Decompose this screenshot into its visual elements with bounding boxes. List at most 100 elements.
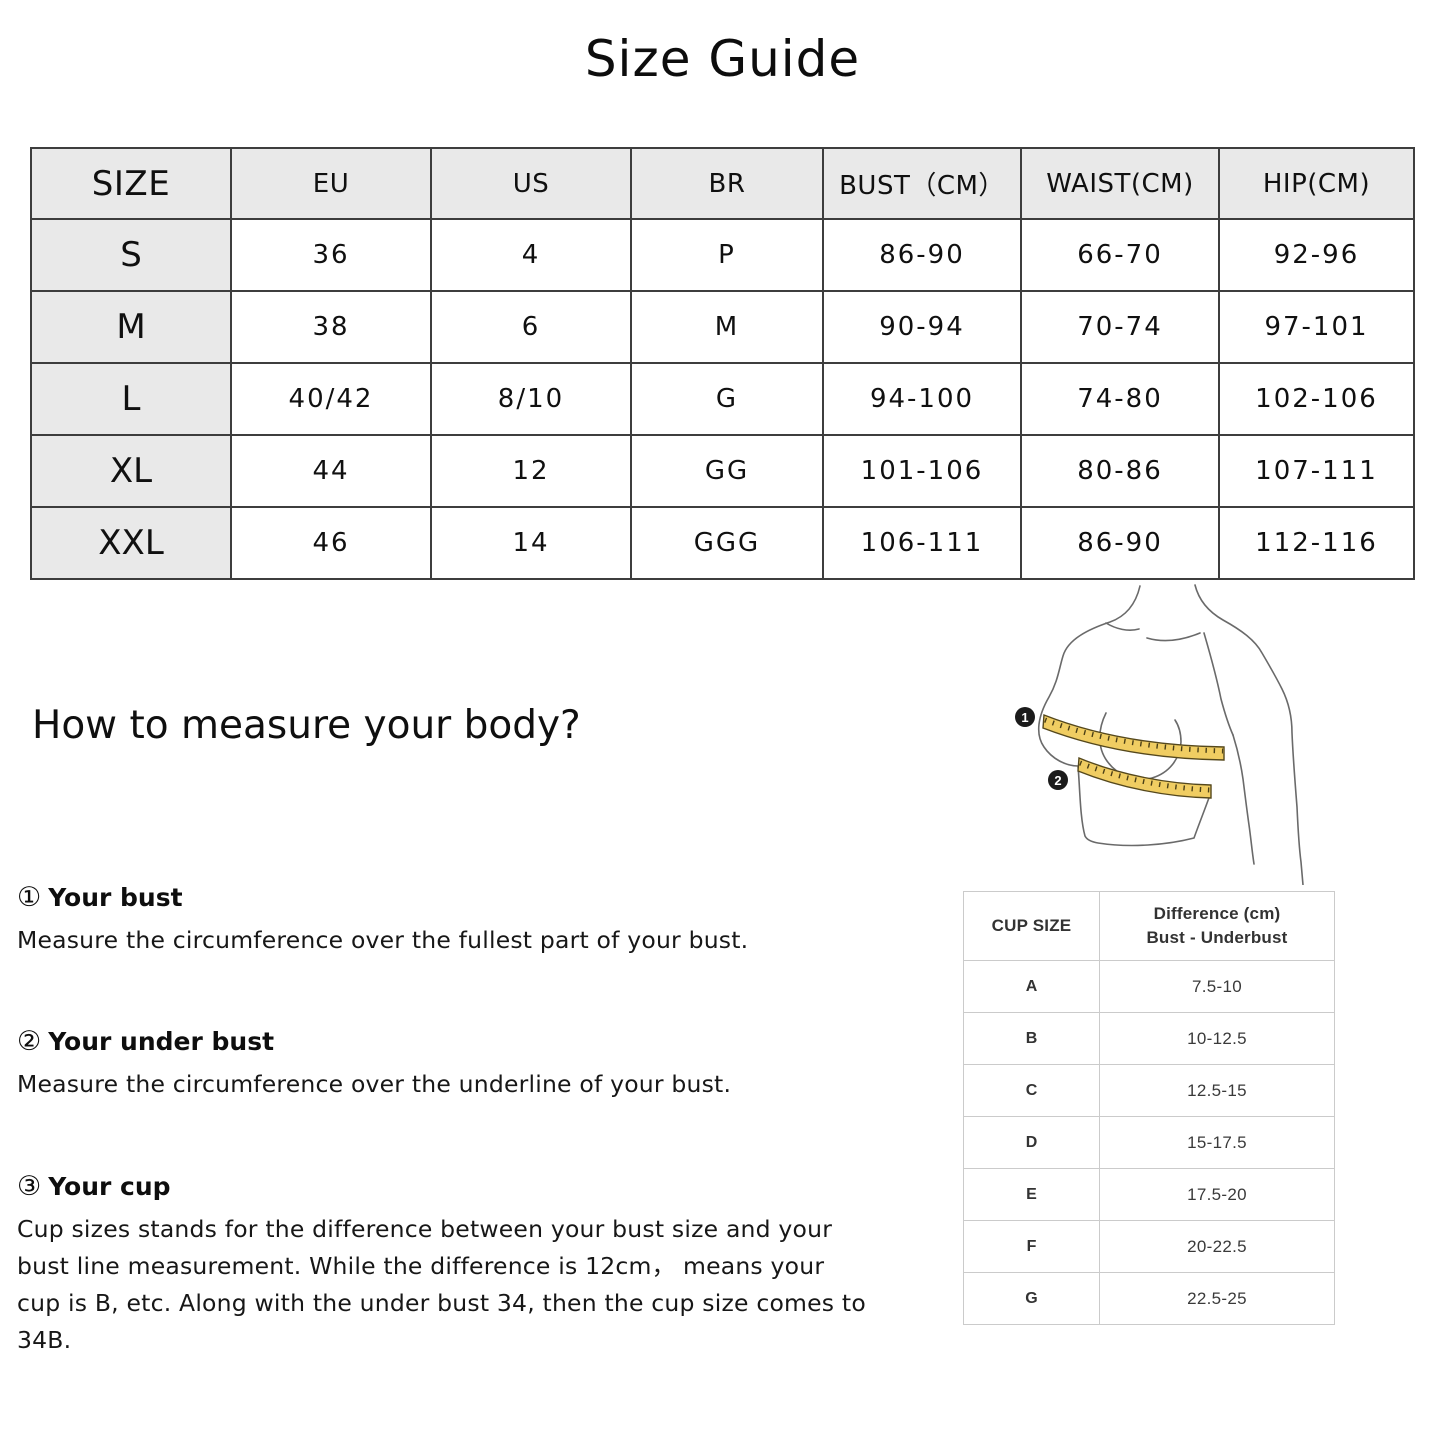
size-value-cell: 86-90 bbox=[1020, 506, 1220, 580]
step-title: Your under bust bbox=[48, 1027, 275, 1056]
cup-letter-cell: A bbox=[963, 960, 1100, 1013]
cup-table-row: C 12.5-15 bbox=[963, 1064, 1335, 1117]
step-title: Your bust bbox=[48, 883, 183, 912]
size-value-cell: GGG bbox=[630, 506, 824, 580]
cup-letter-cell: G bbox=[963, 1272, 1100, 1325]
size-value-cell: GG bbox=[630, 434, 824, 508]
collarbone-line-left bbox=[1105, 622, 1140, 631]
difference-col-header: Difference (cm) Bust - Underbust bbox=[1099, 891, 1335, 961]
size-value-cell: 14 bbox=[430, 506, 632, 580]
step-description: Measure the circumference over the under… bbox=[17, 1070, 732, 1098]
size-value-cell: 86-90 bbox=[822, 218, 1022, 292]
size-table-row: M 38 6 M 90-94 70-74 97-101 bbox=[30, 290, 1415, 364]
circled-2-icon: ② bbox=[17, 1026, 42, 1057]
step-title: Your cup bbox=[48, 1172, 171, 1201]
size-value-cell: 101-106 bbox=[822, 434, 1022, 508]
badge-2-number: 2 bbox=[1054, 773, 1061, 788]
badge-1-icon bbox=[1015, 707, 1035, 727]
size-value-cell: 8/10 bbox=[430, 362, 632, 436]
collarbone-line-right bbox=[1146, 632, 1201, 642]
waist-col-header: WAIST(CM) bbox=[1020, 147, 1220, 220]
size-value-cell: 70-74 bbox=[1020, 290, 1220, 364]
badge-2-icon bbox=[1048, 770, 1068, 790]
size-value-cell: 102-106 bbox=[1218, 362, 1415, 436]
size-value-cell: 46 bbox=[230, 506, 432, 580]
cup-table-row: B 10-12.5 bbox=[963, 1012, 1335, 1065]
measure-heading: How to measure your body? bbox=[32, 703, 581, 748]
size-value-cell: 12 bbox=[430, 434, 632, 508]
step-your-bust: ① Your bust Measure the circumference ove… bbox=[17, 883, 897, 959]
circled-1-icon: ① bbox=[17, 882, 42, 913]
size-table-row: XXL 46 14 GGG 106-111 86-90 112-116 bbox=[30, 506, 1415, 580]
cup-table-row: A 7.5-10 bbox=[963, 960, 1335, 1013]
size-value-cell: 107-111 bbox=[1218, 434, 1415, 508]
step-description: Cup sizes stands for the difference betw… bbox=[17, 1215, 866, 1354]
difference-value-cell: 17.5-20 bbox=[1099, 1168, 1335, 1221]
size-value-cell: 44 bbox=[230, 434, 432, 508]
size-value-cell: 106-111 bbox=[822, 506, 1022, 580]
cup-size-col-header: CUP SIZE bbox=[963, 891, 1100, 961]
cup-table-row: G 22.5-25 bbox=[963, 1272, 1335, 1325]
size-table-row: XL 44 12 GG 101-106 80-86 107-111 bbox=[30, 434, 1415, 508]
size-value-cell: 38 bbox=[230, 290, 432, 364]
size-label-cell: XL bbox=[30, 434, 232, 508]
size-value-cell: P bbox=[630, 218, 824, 292]
size-label-cell: L bbox=[30, 362, 232, 436]
step-description: Measure the circumference over the fulle… bbox=[17, 926, 749, 954]
cup-letter-cell: D bbox=[963, 1116, 1100, 1169]
step-head: ② Your under bust bbox=[17, 1027, 897, 1057]
inner-arm-line bbox=[1232, 734, 1255, 865]
difference-value-cell: 15-17.5 bbox=[1099, 1116, 1335, 1169]
size-value-cell: M bbox=[630, 290, 824, 364]
difference-value-cell: 7.5-10 bbox=[1099, 960, 1335, 1013]
size-value-cell: 97-101 bbox=[1218, 290, 1415, 364]
size-value-cell: G bbox=[630, 362, 824, 436]
page-title: Size Guide bbox=[584, 30, 861, 88]
size-value-cell: 80-86 bbox=[1020, 434, 1220, 508]
size-table-row: S 36 4 P 86-90 66-70 92-96 bbox=[30, 218, 1415, 292]
chest-side-line bbox=[1203, 632, 1234, 736]
measuring-tape-1 bbox=[1042, 714, 1225, 761]
cup-table-body: A 7.5-10 B 10-12.5 C 12.5-15 D 15-17.5 E 17.5-20 F… bbox=[963, 960, 1335, 1325]
difference-value-cell: 20-22.5 bbox=[1099, 1220, 1335, 1273]
size-value-cell: 112-116 bbox=[1218, 506, 1415, 580]
cup-letter-cell: E bbox=[963, 1168, 1100, 1221]
size-value-cell: 94-100 bbox=[822, 362, 1022, 436]
hip-col-header: HIP(CM) bbox=[1218, 147, 1415, 220]
size-table-row: L 40/42 8/10 G 94-100 74-80 102-106 bbox=[30, 362, 1415, 436]
underbust-curve bbox=[1098, 712, 1182, 781]
cup-table-row: E 17.5-20 bbox=[963, 1168, 1335, 1221]
cup-size-table: CUP SIZE Difference (cm) Bust - Underbus… bbox=[963, 891, 1335, 1325]
neck-shoulder-arm-line bbox=[1194, 584, 1304, 885]
bust-measurement-illustration: 1 2 bbox=[1000, 577, 1320, 885]
size-label-cell: M bbox=[30, 290, 232, 364]
size-value-cell: 90-94 bbox=[822, 290, 1022, 364]
difference-value-cell: 12.5-15 bbox=[1099, 1064, 1335, 1117]
size-table-header-row: SIZE EU US BR BUST（CM） WAIST(CM) HIP(CM) bbox=[30, 147, 1415, 220]
eu-col-header: EU bbox=[230, 147, 432, 220]
cup-letter-cell: F bbox=[963, 1220, 1100, 1273]
size-value-cell: 4 bbox=[430, 218, 632, 292]
step-your-under-bust: ② Your under bust Measure the circumferen… bbox=[17, 1027, 897, 1103]
size-label-cell: XXL bbox=[30, 506, 232, 580]
size-label-cell: S bbox=[30, 218, 232, 292]
size-table: SIZE EU US BR BUST（CM） WAIST(CM) HIP(CM)… bbox=[30, 147, 1415, 580]
badge-1-number: 1 bbox=[1021, 710, 1028, 725]
br-col-header: BR bbox=[630, 147, 824, 220]
circled-3-icon: ③ bbox=[17, 1171, 42, 1202]
measuring-tape-2 bbox=[1077, 756, 1212, 799]
difference-value-cell: 22.5-25 bbox=[1099, 1272, 1335, 1325]
size-value-cell: 66-70 bbox=[1020, 218, 1220, 292]
step-head: ① Your bust bbox=[17, 883, 897, 913]
step-head: ③ Your cup bbox=[17, 1172, 897, 1202]
torso-left-contour bbox=[1037, 585, 1211, 847]
bust-col-header: BUST（CM） bbox=[822, 147, 1022, 220]
size-table-body: S 36 4 P 86-90 66-70 92-96 M 38 6 M 90-94 70-74 97-10… bbox=[30, 218, 1415, 580]
step-your-cup: ③ Your cup Cup sizes stands for the diffe… bbox=[17, 1172, 897, 1359]
size-value-cell: 40/42 bbox=[230, 362, 432, 436]
size-value-cell: 92-96 bbox=[1218, 218, 1415, 292]
size-value-cell: 74-80 bbox=[1020, 362, 1220, 436]
us-col-header: US bbox=[430, 147, 632, 220]
size-col-header: SIZE bbox=[30, 147, 232, 220]
